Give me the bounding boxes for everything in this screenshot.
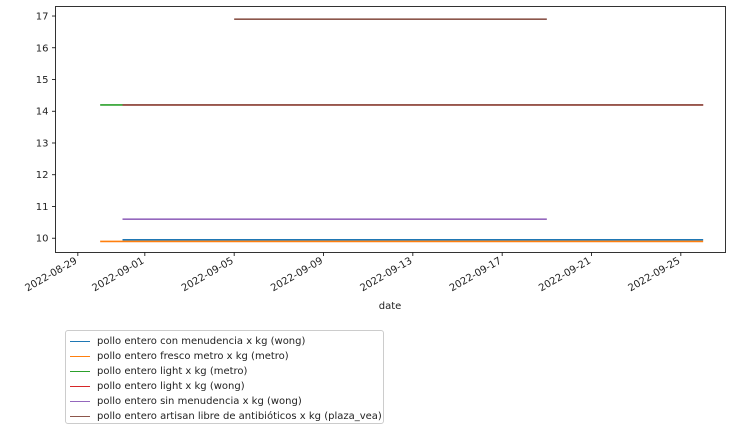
y-tick-label: 11: [36, 202, 49, 213]
legend-label: pollo entero sin menudencia x kg (wong): [97, 396, 302, 407]
legend-label: pollo entero light x kg (wong): [97, 381, 245, 392]
legend-label: pollo entero light x kg (metro): [97, 366, 248, 377]
x-tick-label: 2022-09-13: [358, 256, 414, 295]
y-tick-label: 15: [36, 75, 49, 86]
legend-item: pollo entero artisan libre de antibiótic…: [66, 409, 383, 424]
x-axis: 2022-08-29 2022-09-01 2022-09-05 2022-09-09…: [23, 252, 682, 295]
y-axis: 10 11 12 13 14 15 16 17: [36, 12, 56, 245]
y-tick-label: 12: [36, 170, 49, 181]
y-tick-label: 13: [36, 138, 49, 149]
legend-swatch: [70, 416, 90, 417]
y-tick-label: 17: [36, 12, 49, 23]
x-tick-label: 2022-09-25: [626, 256, 682, 295]
legend-item: pollo entero light x kg (metro): [66, 364, 383, 379]
y-tick-label: 10: [36, 234, 49, 245]
legend-item: pollo entero fresco metro x kg (metro): [66, 349, 383, 364]
legend: pollo entero con menudencia x kg (wong) p…: [65, 330, 384, 424]
x-tick-label: 2022-09-21: [537, 256, 593, 295]
y-tick-label: 14: [36, 107, 49, 118]
x-axis-label: date: [379, 301, 402, 312]
legend-swatch: [70, 356, 90, 357]
legend-label: pollo entero fresco metro x kg (metro): [97, 351, 289, 362]
x-tick-label: 2022-09-01: [90, 256, 146, 295]
legend-swatch: [70, 386, 90, 387]
legend-swatch: [70, 371, 90, 372]
x-tick-label: 2022-09-05: [180, 256, 236, 295]
plot-area: [100, 18, 704, 243]
x-tick-label: 2022-09-09: [269, 256, 325, 295]
legend-swatch: [70, 401, 90, 402]
legend-swatch: [70, 341, 90, 342]
y-tick-label: 16: [36, 43, 49, 54]
legend-item: pollo entero sin menudencia x kg (wong): [66, 394, 383, 409]
legend-label: pollo entero con menudencia x kg (wong): [97, 336, 306, 347]
legend-label: pollo entero artisan libre de antibiótic…: [97, 411, 382, 422]
legend-item: pollo entero con menudencia x kg (wong): [66, 334, 383, 349]
plot-frame: [55, 6, 726, 253]
legend-item: pollo entero light x kg (wong): [66, 379, 383, 394]
x-tick-label: 2022-08-29: [23, 256, 79, 295]
x-tick-label: 2022-09-17: [448, 256, 504, 295]
